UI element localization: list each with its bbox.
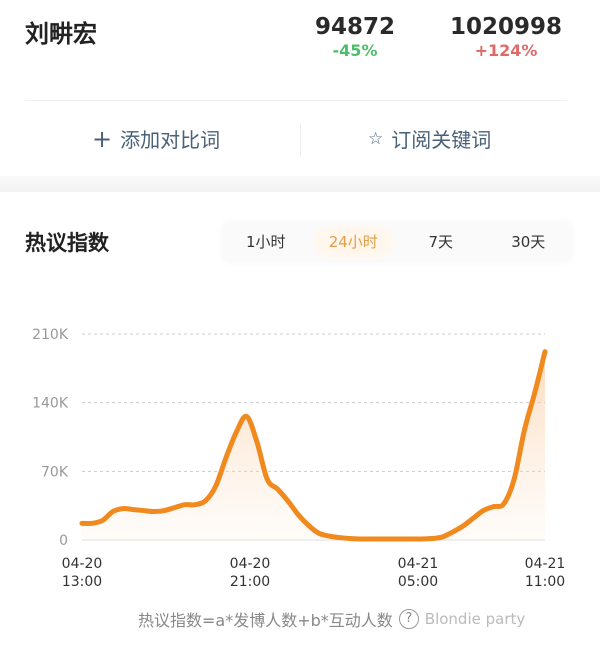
- stat-value: 1020998: [449, 14, 563, 40]
- stat-value: 94872: [314, 14, 396, 40]
- stat-change: -45%: [332, 41, 378, 60]
- x-tick-label: 11:00: [525, 574, 565, 590]
- x-tick-label: 04-21: [525, 556, 566, 572]
- formula-text: 热议指数=a*发博人数+b*互动人数: [138, 611, 393, 630]
- x-tick-label: 04-20: [230, 556, 271, 572]
- tab-30d[interactable]: 30天: [511, 233, 546, 251]
- series-line: [79, 349, 548, 542]
- x-tick-label: 13:00: [62, 574, 102, 590]
- stat-change: +124%: [474, 41, 538, 60]
- subscribe-label: 订阅关键词: [391, 128, 492, 152]
- formula-footer: 热议指数=a*发博人数+b*互动人数 ? Blondie party: [138, 607, 525, 631]
- watermark: Blondie party: [424, 610, 526, 628]
- y-tick-label: 0: [59, 533, 68, 549]
- stat-posts: 94872 -45%: [295, 14, 415, 60]
- time-range-tabs: 1小时 24小时 7天 30天: [222, 222, 572, 262]
- divider: [300, 124, 301, 156]
- series-area: [82, 351, 545, 540]
- help-icon[interactable]: ?: [398, 609, 419, 629]
- star-icon: ☆: [368, 128, 384, 149]
- tab-24h[interactable]: 24小时: [313, 226, 393, 258]
- tab-1h[interactable]: 1小时: [245, 233, 286, 251]
- keyword-title: 刘畊宏: [25, 20, 97, 48]
- x-tick-label: 05:00: [398, 574, 438, 590]
- tab-7d[interactable]: 7天: [428, 233, 454, 251]
- x-tick-label: 21:00: [230, 574, 270, 590]
- divider: [25, 100, 567, 101]
- section-separator: [0, 176, 600, 192]
- stat-interactions: 1020998 +124%: [441, 14, 571, 60]
- add-compare-label: 添加对比词: [120, 128, 221, 152]
- subscribe-button[interactable]: ☆ 订阅关键词: [368, 124, 491, 153]
- plus-icon: +: [92, 124, 113, 153]
- x-tick-label: 04-21: [398, 556, 439, 572]
- x-tick-label: 04-20: [62, 556, 103, 572]
- y-tick-label: 70K: [41, 464, 69, 480]
- y-tick-label: 140K: [32, 396, 69, 412]
- add-compare-button[interactable]: + 添加对比词: [92, 124, 220, 153]
- heat-index-chart: 0 70K 140K 210K 04-20 13:00 04-20 21:00 04-21 05:…: [32, 327, 566, 590]
- y-tick-label: 210K: [32, 327, 69, 343]
- section-title: 热议指数: [25, 231, 109, 255]
